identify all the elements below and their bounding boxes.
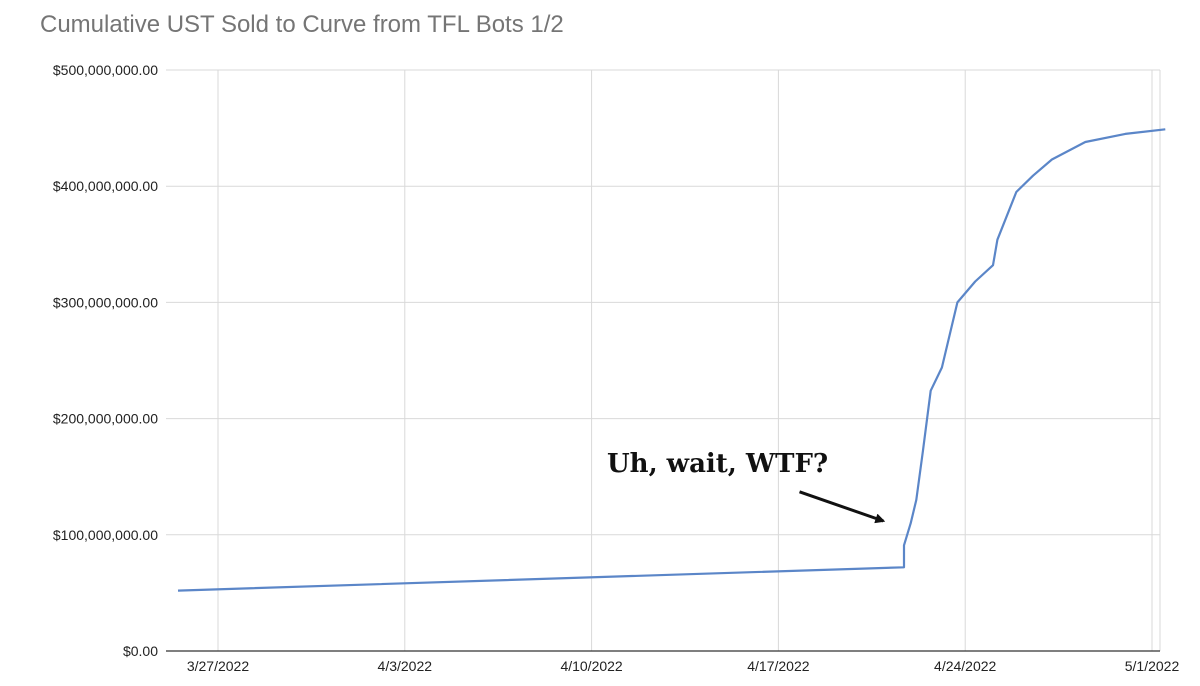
x-axis-tick-labels: 3/27/2022 4/3/2022 4/10/2022 4/17/2022 4/24/… [187,658,1180,674]
x-tick-label: 4/10/2022 [560,658,622,674]
annotation-arrow [799,490,886,524]
y-axis-tick-labels: $0.00 $100,000,000.00 $200,000,000.00 $300,… [53,62,158,659]
gridlines [166,69,1161,652]
y-tick-label: $100,000,000.00 [53,527,158,543]
chart-title: Cumulative UST Sold to Curve from TFL Bo… [40,11,564,38]
x-tick-label: 3/27/2022 [187,658,249,674]
annotation-text: Uh, wait, WTF? [607,449,828,479]
series-layer [177,128,1166,592]
y-tick-label: $200,000,000.00 [53,411,158,427]
y-tick-label: $500,000,000.00 [53,62,158,78]
x-tick-label: 4/3/2022 [378,658,433,674]
y-tick-label: $400,000,000.00 [53,178,158,194]
y-tick-label: $0.00 [123,643,158,659]
x-tick-label: 4/24/2022 [934,658,996,674]
x-tick-label: 5/1/2022 [1125,658,1180,674]
y-tick-label: $300,000,000.00 [53,294,158,310]
annotation-layer: Uh, wait, WTF? [607,449,886,524]
x-tick-label: 4/17/2022 [747,658,809,674]
series-line [177,128,1166,592]
